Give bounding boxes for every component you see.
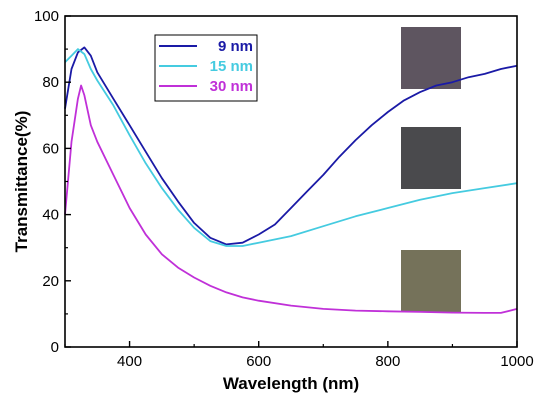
- sample-photo-insets: [401, 27, 461, 312]
- y-tick-label: 60: [42, 140, 59, 157]
- y-tick-label: 20: [42, 273, 59, 290]
- legend-label-3: 30 nm: [210, 78, 253, 95]
- y-tick-label: 100: [34, 8, 59, 25]
- series-line-1: [64, 46, 518, 246]
- series-lines: [64, 46, 518, 314]
- legend-label-2: 15 nm: [210, 58, 253, 75]
- y-tick-label: 80: [42, 74, 59, 91]
- y-axis-title: Transmittance(%): [12, 111, 31, 253]
- tick-labels: 400 600 800 1000 0 20 40 60 80 100: [34, 8, 534, 370]
- sample-photo-2: [401, 127, 461, 189]
- y-tick-label: 0: [51, 339, 59, 356]
- x-tick-label: 600: [246, 353, 271, 370]
- x-tick-label: 1000: [500, 353, 533, 370]
- sample-photo-3: [401, 250, 461, 312]
- axis-ticks: [64, 15, 518, 348]
- y-tick-label: 40: [42, 207, 59, 224]
- x-tick-label: 400: [117, 353, 142, 370]
- x-tick-label: 800: [375, 353, 400, 370]
- legend: 9 nm 15 nm 30 nm: [154, 34, 258, 102]
- legend-label-1: 9 nm: [218, 38, 253, 55]
- series-line-2: [64, 48, 518, 247]
- x-axis-title: Wavelength (nm): [223, 374, 359, 393]
- sample-photo-1: [401, 27, 461, 89]
- series-line-3: [64, 84, 518, 314]
